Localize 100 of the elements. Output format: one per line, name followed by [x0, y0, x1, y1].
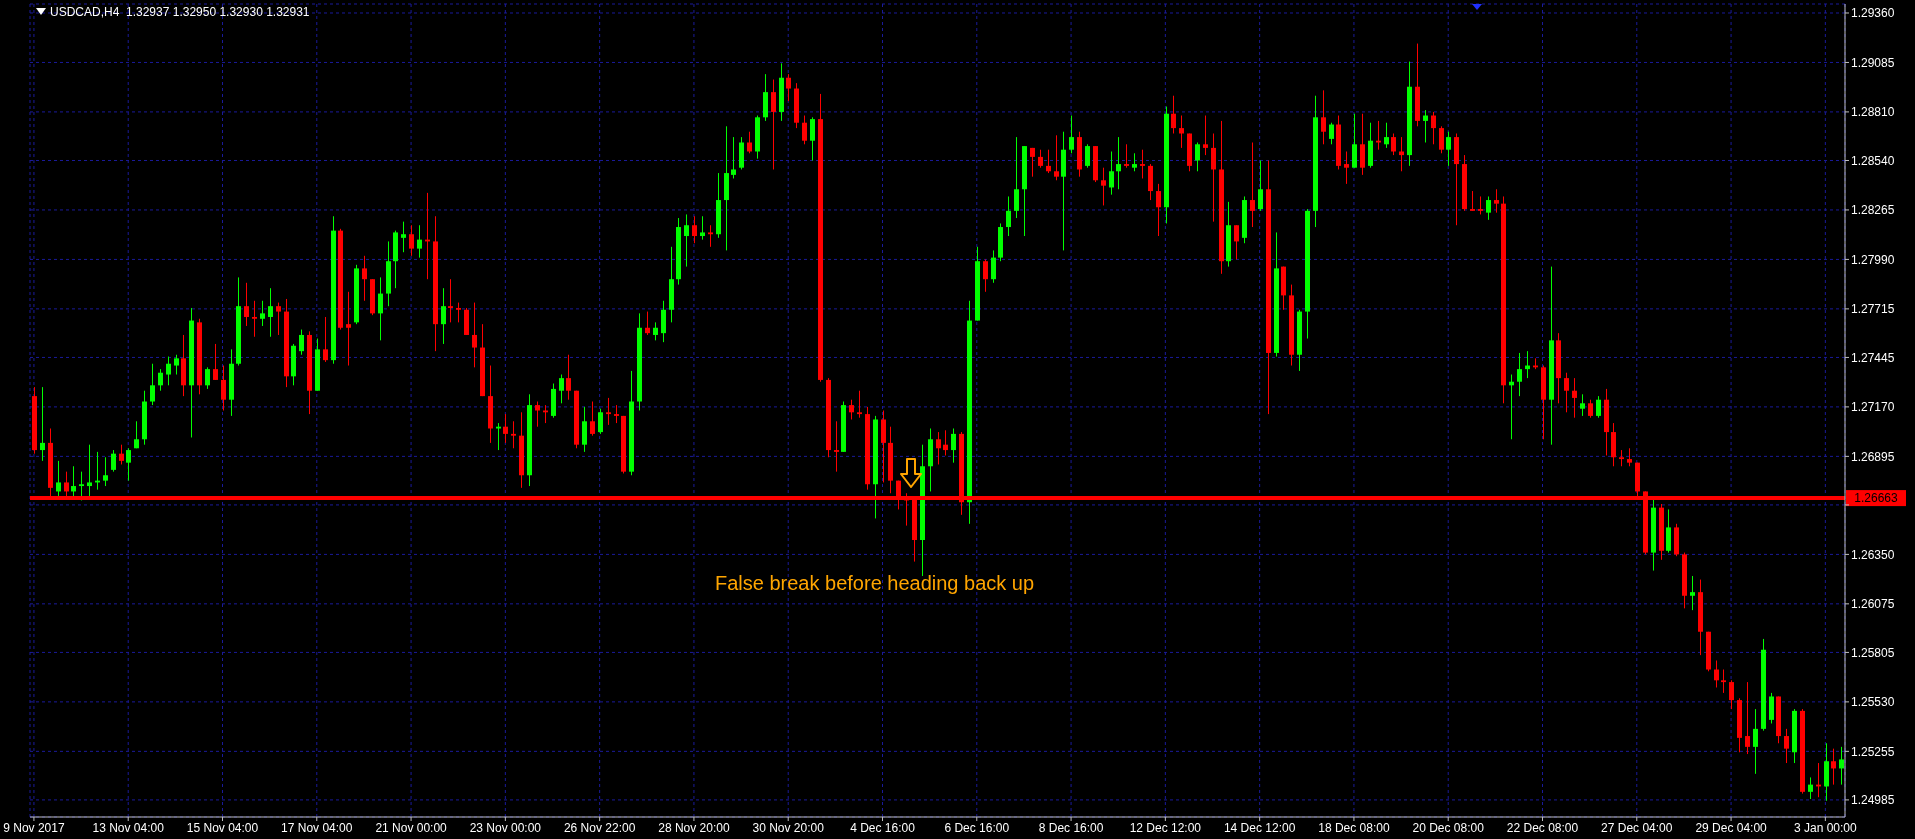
y-tick-label: 1.28265 [1851, 203, 1895, 218]
candlestick [276, 302, 281, 336]
candlestick [401, 221, 406, 253]
candlestick [661, 300, 666, 343]
x-tick-label: 12 Dec 12:00 [1129, 820, 1202, 835]
candlestick [951, 427, 956, 464]
candlestick [1431, 111, 1436, 145]
candlestick [221, 365, 226, 411]
y-tick-label: 1.26075 [1851, 597, 1895, 612]
candlestick [1360, 113, 1365, 176]
candlestick [1171, 95, 1176, 134]
candlestick [1714, 660, 1719, 688]
candlestick [1054, 134, 1059, 181]
y-tick-label: 1.28810 [1851, 105, 1895, 120]
y-tick-label: 1.25530 [1851, 695, 1895, 710]
y-tick-label: 1.27715 [1851, 302, 1895, 317]
candlestick [1014, 136, 1019, 219]
candlestick [1808, 776, 1813, 800]
candlestick [566, 354, 571, 401]
candlestick [346, 291, 351, 367]
candlestick [1211, 133, 1216, 223]
x-tick-label: 3 Jan 00:00 [1794, 820, 1858, 835]
candlestick [1109, 150, 1114, 196]
y-tick-label: 1.24985 [1851, 793, 1895, 808]
candlestick [771, 79, 776, 170]
candlestick [1580, 393, 1585, 417]
candlestick [1329, 122, 1334, 145]
x-tick-label: 6 Dec 16:00 [944, 820, 1010, 835]
y-tick-label: 1.28540 [1851, 153, 1895, 168]
candlestick [503, 413, 508, 444]
candlestick [1030, 147, 1035, 178]
candlestick [244, 282, 249, 327]
y-tick-label: 1.27445 [1851, 350, 1895, 365]
candlestick [511, 420, 516, 449]
candlestick [119, 444, 124, 465]
candlestick [849, 399, 854, 420]
candlestick [174, 354, 179, 376]
candlestick [1494, 188, 1499, 214]
y-tick-label: 1.29360 [1851, 6, 1895, 21]
x-tick-label: 9 Nov 2017 [3, 820, 65, 835]
candlestick [559, 374, 564, 404]
candlestick [1085, 143, 1090, 169]
candlestick [1384, 122, 1389, 149]
candlestick [590, 401, 595, 437]
x-tick-label: 27 Dec 04:00 [1601, 820, 1673, 835]
candlestick [598, 408, 603, 435]
candlestick [1769, 692, 1774, 724]
x-tick-label: 29 Dec 04:00 [1695, 820, 1768, 835]
candlestick [378, 276, 383, 341]
candlestick [448, 278, 453, 323]
candlestick [834, 420, 839, 473]
candlestick [417, 224, 422, 259]
candlestick [1517, 352, 1522, 397]
candlestick [747, 131, 752, 154]
y-tick-label: 1.29085 [1851, 55, 1895, 70]
candlestick [1046, 149, 1051, 174]
candlestick [1140, 149, 1145, 179]
y-tick-label: 1.25805 [1851, 645, 1895, 660]
x-tick-label: 20 Dec 08:00 [1412, 820, 1485, 835]
candlestick [1470, 190, 1475, 212]
x-tick-label: 13 Nov 04:00 [92, 820, 165, 835]
x-tick-label: 15 Nov 04:00 [186, 820, 259, 835]
candlestick [268, 287, 273, 338]
candlestick [1069, 115, 1074, 154]
candlestick [1352, 113, 1357, 169]
candlestick [1831, 748, 1836, 786]
candlestick [409, 224, 414, 257]
candlestick [857, 390, 862, 419]
candlestick [1486, 195, 1491, 221]
candlestick [606, 397, 611, 426]
candlestick [684, 213, 689, 268]
candlestick [1250, 142, 1255, 228]
x-tick-label: 22 Dec 08:00 [1506, 820, 1579, 835]
y-tick-label: 1.26895 [1851, 449, 1895, 464]
candlestick [1423, 109, 1428, 143]
candlestick [1321, 89, 1326, 145]
candlestick [708, 224, 713, 248]
candlestick [213, 343, 218, 381]
y-tick-label: 1.25255 [1851, 744, 1895, 759]
candlestick [535, 401, 540, 428]
candlestick [802, 115, 807, 145]
candlestick [1101, 167, 1106, 206]
candlestick [1564, 372, 1569, 413]
candlestick [731, 136, 736, 179]
candlestick [1439, 125, 1444, 154]
candlestick [1344, 150, 1349, 185]
x-tick-label: 30 Nov 20:00 [752, 820, 825, 835]
candlestick [103, 456, 108, 487]
candlestick [40, 386, 45, 462]
candlestick [1203, 115, 1208, 156]
candlestick [299, 329, 304, 356]
candlestick [362, 255, 367, 302]
candlestick [936, 431, 941, 465]
candlestick [1666, 508, 1671, 554]
candlestick [1784, 728, 1789, 764]
candlestick [1753, 708, 1758, 775]
y-tick-label: 1.26350 [1851, 547, 1895, 562]
x-tick-label: 18 Dec 08:00 [1318, 820, 1390, 835]
candlestick [645, 311, 650, 336]
candlestick [456, 302, 461, 323]
